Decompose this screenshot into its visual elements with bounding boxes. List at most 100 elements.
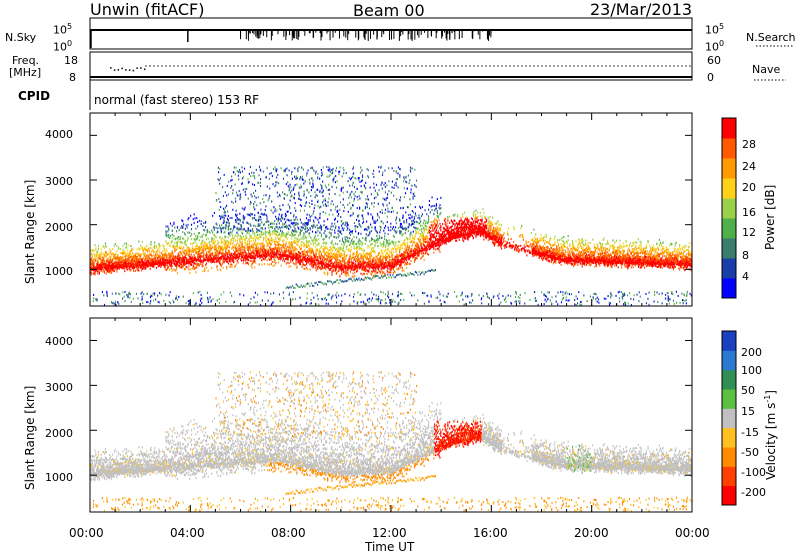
velocity-cell <box>118 452 119 454</box>
freq-dot <box>136 67 138 69</box>
power-cell <box>91 272 92 274</box>
power-cell <box>98 245 99 247</box>
velocity-cell <box>112 454 113 456</box>
power-cell <box>146 245 147 247</box>
velocity-cell <box>119 474 120 476</box>
velocity-cell <box>91 479 92 481</box>
power-cell <box>106 273 107 275</box>
power-cell <box>122 256 123 258</box>
velocity-cell <box>122 464 123 466</box>
velocity-cell <box>98 451 99 453</box>
power-cell <box>104 260 105 262</box>
power-cell <box>144 254 145 256</box>
velocity-cell <box>95 454 96 456</box>
velocity-cell <box>137 454 138 456</box>
power-cell <box>138 240 139 242</box>
power-cell <box>94 250 95 252</box>
velocity-cell <box>116 476 117 478</box>
power-cell <box>139 249 140 251</box>
velocity-cell <box>97 478 98 480</box>
power-cell <box>126 243 127 245</box>
power-cell <box>120 248 121 250</box>
power-cell <box>97 272 98 274</box>
velocity-cell <box>95 466 96 468</box>
velocity-cell <box>103 463 104 465</box>
power-cell <box>119 268 120 270</box>
velocity-cell <box>110 456 111 458</box>
velocity-cell <box>126 451 127 453</box>
velocity-cell <box>105 448 106 450</box>
velocity-cell <box>95 452 96 454</box>
velocity-cell <box>141 459 142 461</box>
velocity-cell <box>109 454 110 456</box>
power-cell <box>116 271 117 273</box>
velocity-cell <box>103 474 104 476</box>
velocity-cell <box>124 476 125 478</box>
power-cell <box>138 266 139 268</box>
velocity-cell <box>127 458 128 460</box>
power-cell <box>124 270 125 272</box>
power-cell <box>116 250 117 252</box>
velocity-cell <box>130 451 131 453</box>
range-time-plot <box>0 0 800 554</box>
velocity-cell <box>94 450 95 452</box>
power-cell <box>118 246 119 248</box>
power-cell <box>143 258 144 260</box>
power-cell <box>94 264 95 266</box>
power-cell <box>133 270 134 272</box>
velocity-cell <box>122 462 123 464</box>
velocity-cell <box>101 454 102 456</box>
power-cell <box>130 269 131 271</box>
velocity-cell <box>143 463 144 465</box>
power-cell <box>116 245 117 247</box>
power-cell <box>132 252 133 254</box>
velocity-cell <box>138 446 139 448</box>
freq-dot <box>125 69 127 71</box>
power-cell <box>117 255 118 257</box>
freq-dot <box>121 68 123 70</box>
velocity-cell <box>104 453 105 455</box>
power-cell <box>136 253 137 255</box>
freq-dot <box>110 67 112 69</box>
power-cell <box>101 248 102 250</box>
velocity-cell <box>144 460 145 462</box>
velocity-cell <box>108 463 109 465</box>
velocity-cell <box>104 466 105 468</box>
power-cell <box>101 252 102 254</box>
power-cell <box>141 253 142 255</box>
power-cell <box>95 247 96 249</box>
power-cell <box>132 247 133 249</box>
power-cell <box>130 245 131 247</box>
power-cell <box>124 243 125 245</box>
noise-panel-frame <box>90 18 692 49</box>
velocity-cell <box>139 455 140 457</box>
velocity-cell <box>94 478 95 480</box>
power-cell <box>110 256 111 258</box>
velocity-cell <box>144 458 145 460</box>
velocity-cell <box>100 464 101 466</box>
velocity-cell <box>106 457 107 459</box>
velocity-cell <box>91 477 92 479</box>
freq-dot <box>118 69 120 71</box>
power-cell <box>130 259 131 261</box>
power-cell <box>104 247 105 249</box>
power-cell <box>144 252 145 254</box>
velocity-cell <box>114 451 115 453</box>
power-cell <box>124 267 125 269</box>
velocity-cell <box>124 448 125 450</box>
power-cell <box>103 258 104 260</box>
velocity-cell <box>107 465 108 467</box>
power-cell <box>92 257 93 259</box>
power-cell <box>107 259 108 261</box>
power-cell <box>127 269 128 271</box>
power-cell <box>138 270 139 272</box>
power-cell <box>96 253 97 255</box>
power-cell <box>99 272 100 274</box>
velocity-cell <box>108 459 109 461</box>
power-cell <box>111 272 112 274</box>
power-cell <box>114 245 115 247</box>
velocity-cell <box>122 450 123 452</box>
velocity-cell <box>116 456 117 458</box>
velocity-cell <box>93 464 94 466</box>
freq-dot <box>114 69 116 71</box>
